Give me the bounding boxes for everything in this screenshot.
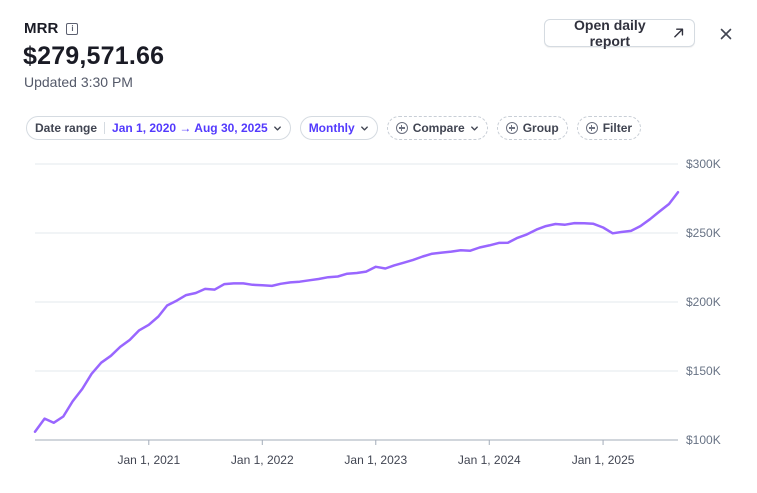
y-tick-label: $300K <box>686 157 721 171</box>
plus-circle-icon <box>505 122 518 134</box>
interval-value: Monthly <box>308 121 355 135</box>
date-range-value: Jan 1, 2020 → Aug 30, 2025 <box>112 121 268 135</box>
title-row: MRR i <box>24 20 79 37</box>
filter-label: Filter <box>602 121 633 135</box>
chevron-down-icon <box>360 125 368 131</box>
close-icon <box>720 28 732 40</box>
filter-button[interactable]: Filter <box>576 116 642 140</box>
arrow-up-right-icon <box>673 28 683 38</box>
x-tick-labels: Jan 1, 2021 Jan 1, 2022 Jan 1, 2023 Jan 1, … <box>117 440 635 467</box>
chevron-down-icon <box>470 125 478 131</box>
updated-time: Updated 3:30 PM <box>24 74 133 90</box>
compare-filter[interactable]: Compare <box>386 116 488 140</box>
chevron-down-icon <box>273 125 281 131</box>
x-tick-label: Jan 1, 2025 <box>572 453 635 467</box>
interval-select[interactable]: Monthly <box>299 116 378 140</box>
plus-circle-icon <box>585 122 598 134</box>
grid-lines <box>35 163 678 441</box>
metric-title: MRR <box>24 20 59 37</box>
x-tick-label: Jan 1, 2023 <box>344 453 407 467</box>
x-tick-label: Jan 1, 2024 <box>458 453 521 467</box>
filter-bar: Date range Jan 1, 2020 → Aug 30, 2025 Mo… <box>26 116 642 140</box>
x-tick-label: Jan 1, 2022 <box>231 453 294 467</box>
date-range-label: Date range <box>35 121 98 135</box>
x-tick-label: Jan 1, 2021 <box>117 453 180 467</box>
series-line-mrr[interactable] <box>33 190 680 433</box>
series-layer <box>33 190 680 433</box>
y-tick-label: $150K <box>686 364 721 378</box>
group-filter[interactable]: Group <box>496 116 568 140</box>
open-daily-report-label: Open daily report <box>574 17 646 49</box>
plus-circle-icon <box>395 122 408 134</box>
y-tick-labels: $100K $150K $200K $250K $300K <box>686 157 721 447</box>
y-tick-label: $200K <box>686 295 721 309</box>
date-range-filter[interactable]: Date range Jan 1, 2020 → Aug 30, 2025 <box>26 116 291 140</box>
group-label: Group <box>522 121 559 135</box>
metric-value: $279,571.66 <box>23 42 165 70</box>
info-icon[interactable]: i <box>66 22 79 35</box>
close-button[interactable] <box>716 24 736 44</box>
pill-divider <box>104 122 106 134</box>
compare-label: Compare <box>412 121 465 135</box>
y-tick-label: $100K <box>686 433 721 447</box>
y-tick-label: $250K <box>686 226 721 240</box>
open-daily-report-button[interactable]: Open daily report <box>544 17 695 49</box>
